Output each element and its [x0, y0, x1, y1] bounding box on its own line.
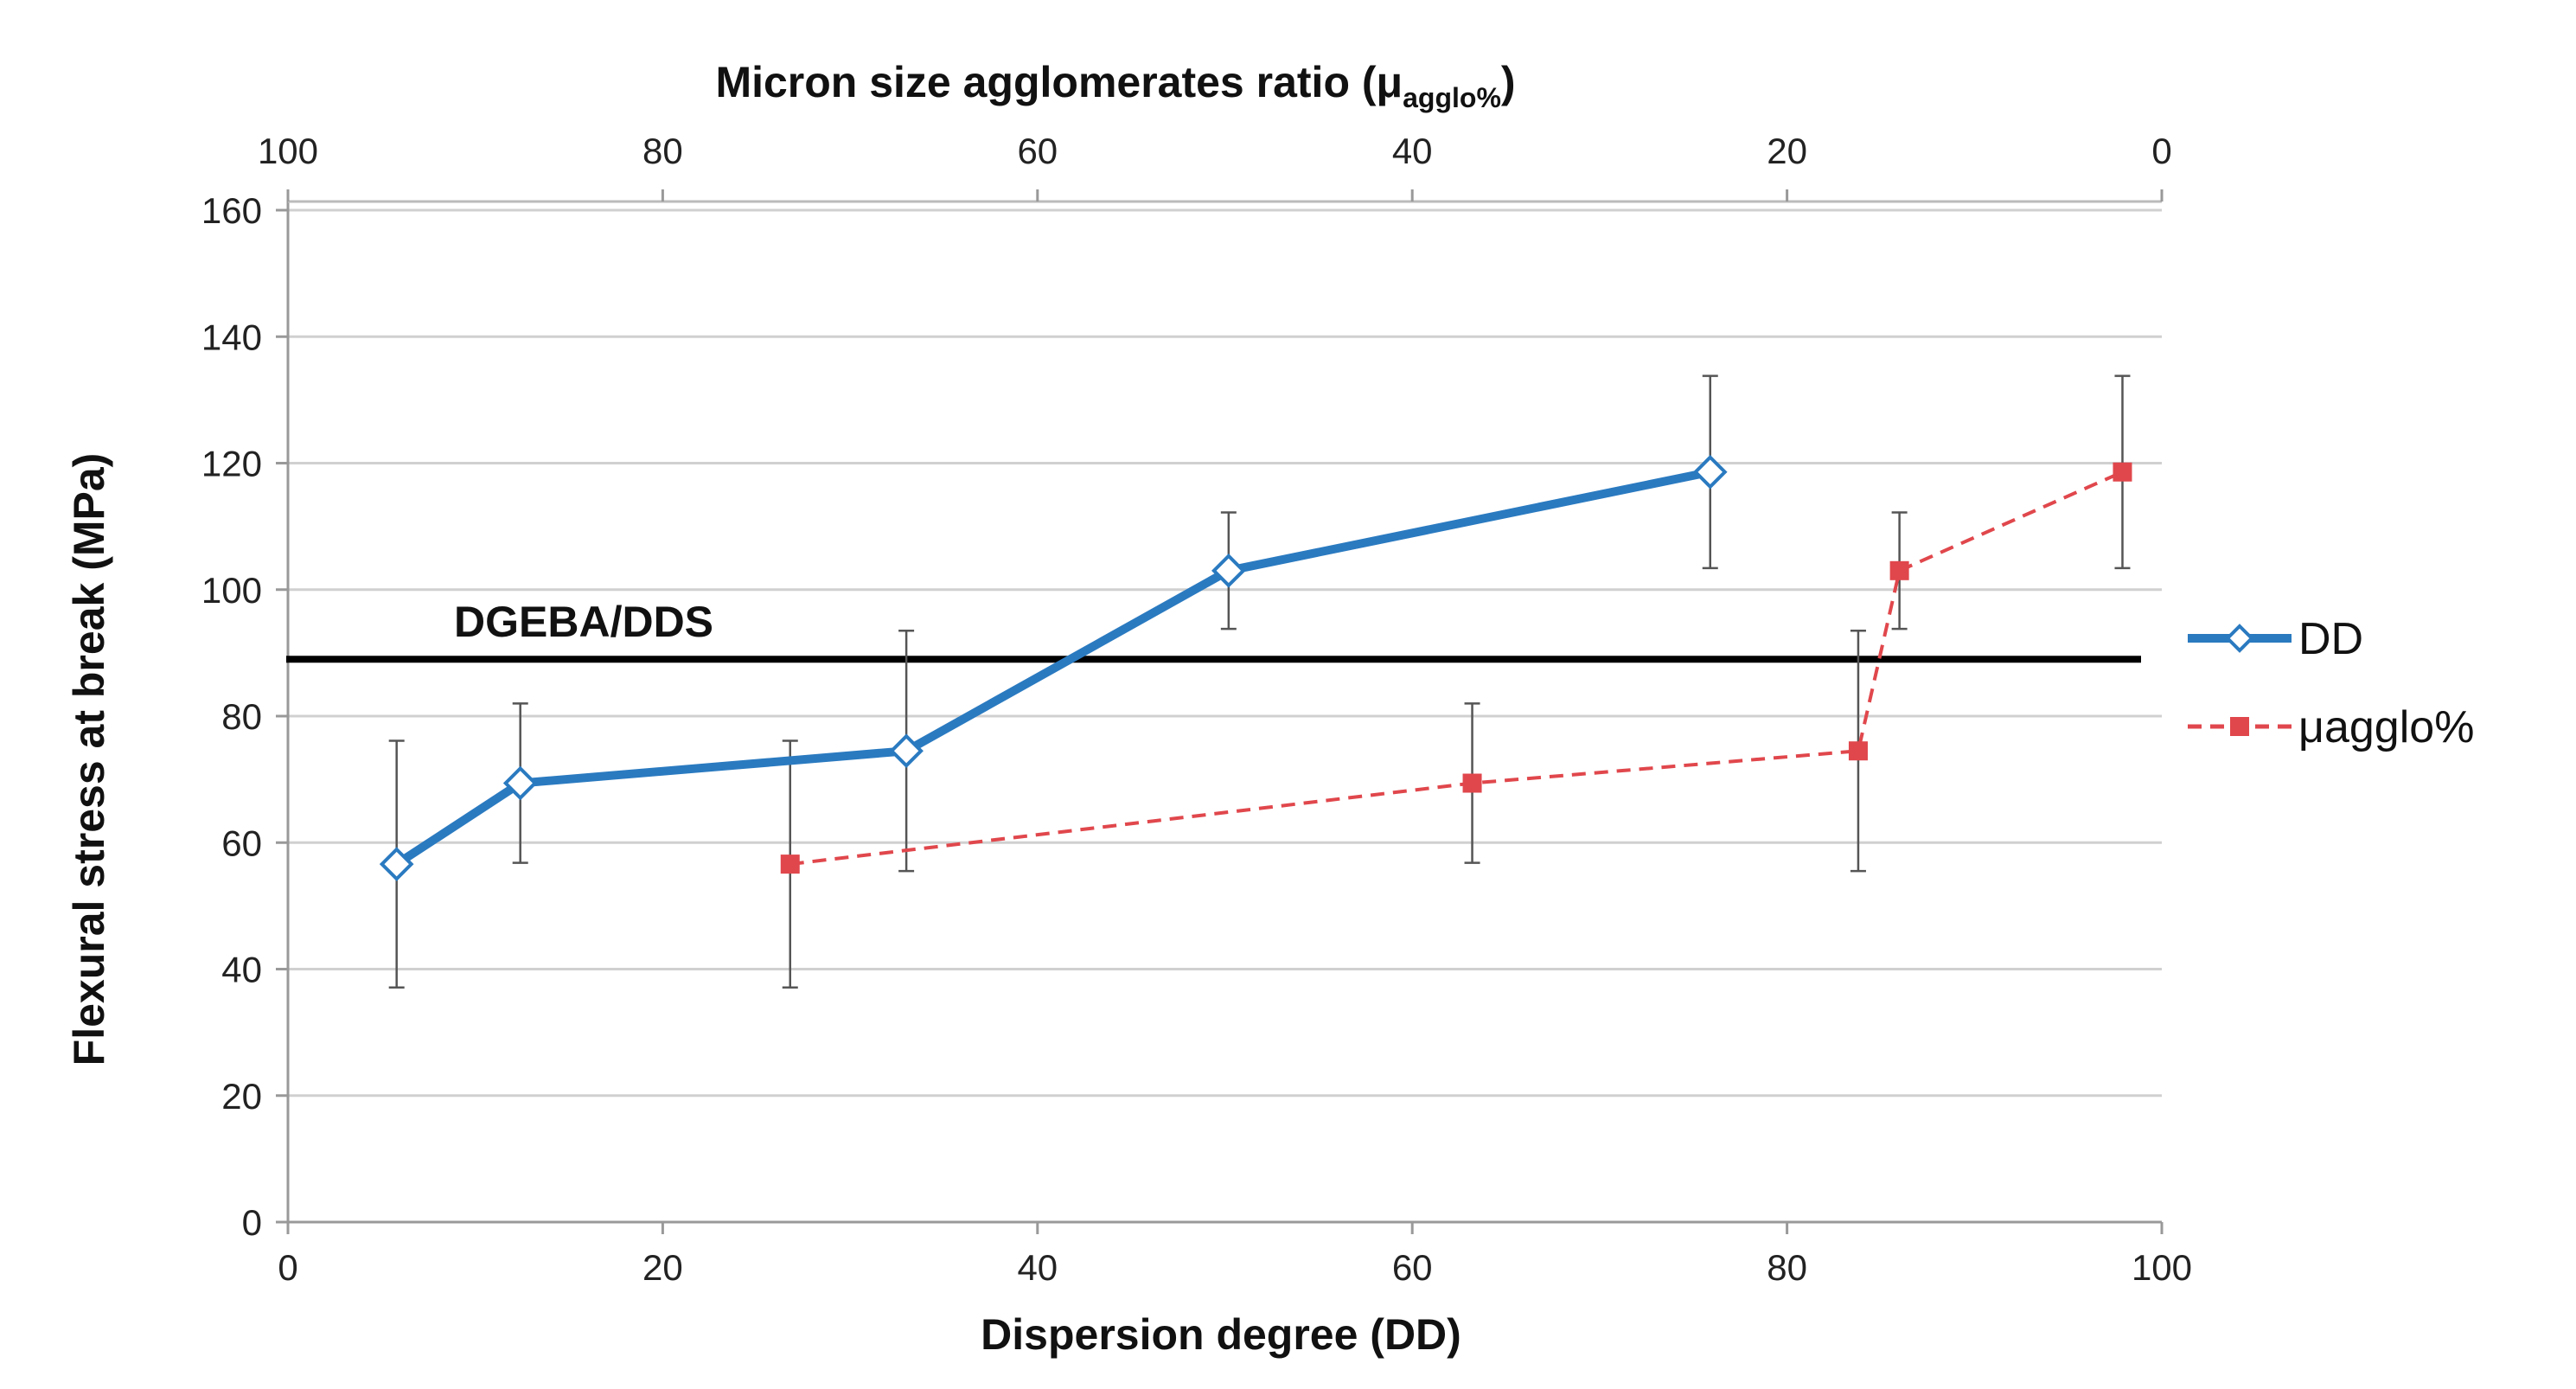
- x2-tick-label: 40: [1392, 131, 1433, 171]
- y-axis-title: Flexural stress at break (MPa): [65, 453, 113, 1066]
- top-axis-title-close: ): [1501, 58, 1516, 106]
- legend-agglo-marker: [2230, 717, 2249, 736]
- data-point-dd: [1211, 553, 1246, 588]
- x-tick-label: 0: [278, 1247, 297, 1288]
- top-axis-title-sub: agglo%: [1403, 82, 1501, 113]
- axes: [276, 189, 2164, 1234]
- tick-labels: 0 20 40 60 80 100 120 140 160 0 20 40 60 80 100 100 80 60…: [201, 131, 2192, 1288]
- y-tick-label: 0: [242, 1202, 262, 1243]
- y-tick-label: 120: [201, 444, 262, 484]
- y-tick-label: 100: [201, 570, 262, 611]
- top-axis-title: Micron size agglomerates ratio (μagglo%): [715, 58, 1515, 113]
- data-point-dd: [379, 847, 414, 881]
- top-axis-title-main: Micron size agglomerates ratio (: [715, 58, 1376, 106]
- y-tick-label: 60: [221, 823, 262, 863]
- x2-tick-label: 0: [2151, 131, 2171, 171]
- data-point-agglo: [2113, 462, 2132, 482]
- x-tick-label: 40: [1017, 1247, 1058, 1288]
- legend: DD μagglo%: [2188, 614, 2474, 752]
- series-line-dd: [393, 467, 1711, 868]
- legend-dd-marker: [2225, 624, 2254, 653]
- x2-tick-label: 80: [642, 131, 683, 171]
- data-point-agglo: [1462, 773, 1482, 793]
- x-tick-label: 80: [1767, 1247, 1807, 1288]
- data-point-dd: [889, 733, 924, 769]
- series-line-agglo: [789, 470, 2124, 867]
- x2-tick-label: 100: [258, 131, 318, 171]
- x-axis-title: Dispersion degree (DD): [981, 1310, 1461, 1359]
- data-point-agglo: [780, 855, 800, 874]
- y-tick-label: 140: [201, 317, 262, 357]
- y-tick-label: 40: [221, 950, 262, 990]
- y-tick-label: 160: [201, 190, 262, 231]
- x-tick-label: 60: [1392, 1247, 1433, 1288]
- legend-agglo-label: μagglo%: [2298, 702, 2474, 752]
- error-bars: [388, 374, 2131, 989]
- x-tick-label: 20: [642, 1247, 683, 1288]
- series: [379, 454, 2132, 881]
- gridlines: [288, 208, 2162, 1098]
- data-point-agglo: [1889, 560, 1909, 580]
- x-tick-label: 100: [2132, 1247, 2192, 1288]
- legend-dd-label: DD: [2298, 614, 2363, 664]
- data-point-agglo: [1848, 741, 1868, 761]
- data-point-dd: [1692, 454, 1728, 490]
- y-tick-label: 80: [221, 696, 262, 737]
- data-point-dd: [502, 765, 538, 801]
- reference-line-label: DGEBA/DDS: [454, 598, 713, 646]
- top-axis-title-mu: μ: [1377, 58, 1403, 106]
- y-tick-label: 20: [221, 1076, 262, 1117]
- x2-tick-label: 60: [1017, 131, 1058, 171]
- x2-tick-label: 20: [1767, 131, 1807, 171]
